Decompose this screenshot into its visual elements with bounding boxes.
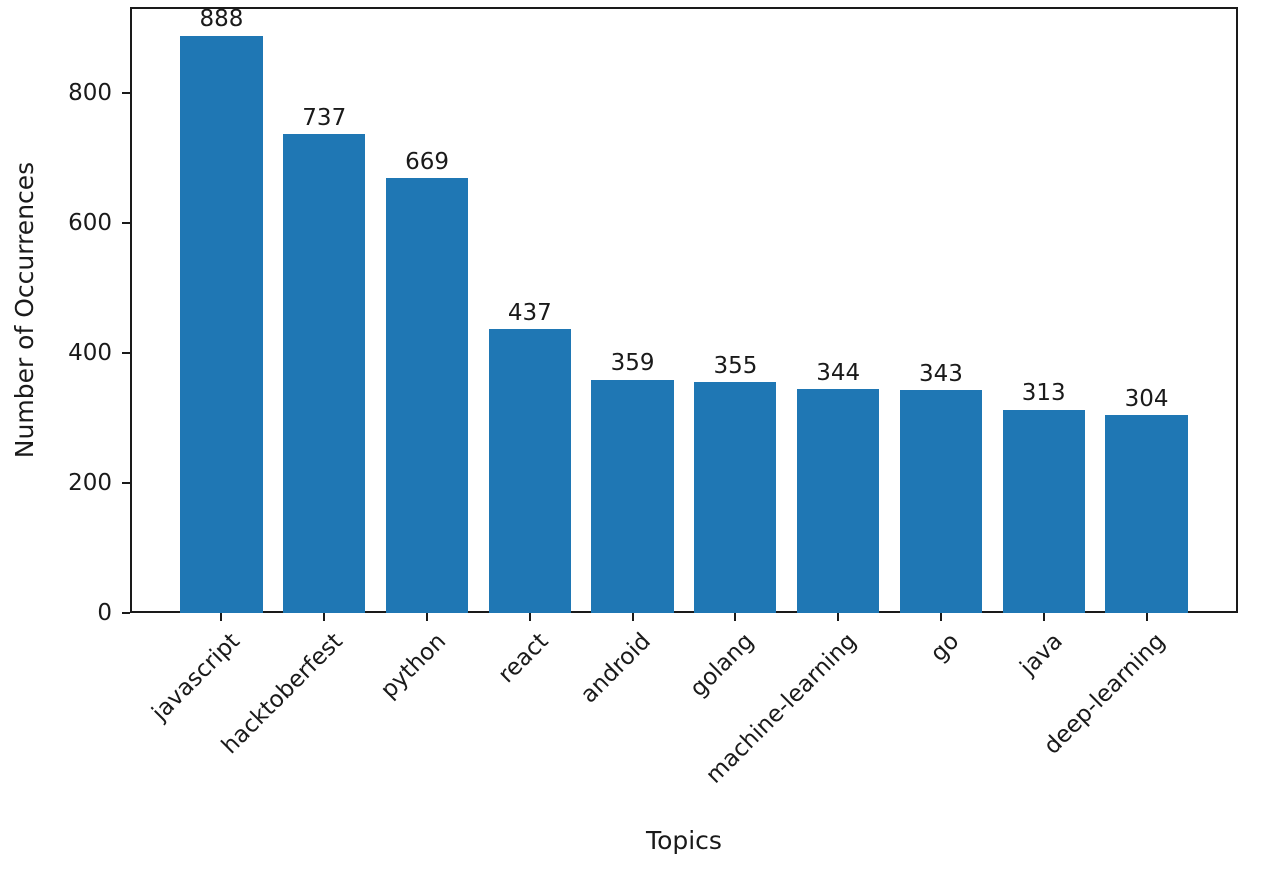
bar-value-label-machine-learning: 344 [816,360,861,386]
bar-value-label-golang: 355 [713,352,758,379]
bar-java [1002,409,1085,613]
y-tick-label-400: 400 [68,340,112,367]
bar-value-label-javascript: 888 [199,6,244,33]
bars-layer: 888 737 669 437 359 355 344 343 313 304 [130,6,1238,613]
bar-value-label-hacktoberfest: 737 [302,104,347,131]
x-tick-label-python: python [375,628,451,704]
y-tick-mark-200 [122,482,130,484]
x-tick-label-react: react [493,628,554,689]
y-tick-mark-0 [122,612,130,614]
y-tick-label-800: 800 [68,80,112,107]
x-tick-mark-javascript [220,613,223,621]
bar-javascript [180,35,263,613]
x-tick-label-android: android [576,628,657,709]
y-tick-label-200: 200 [68,470,112,496]
x-tick-mark-machine-learning [837,613,840,621]
bar-value-label-java: 313 [1021,380,1066,407]
y-tick-mark-800 [122,92,130,95]
x-tick-mark-python [426,613,429,621]
x-tick-label-go: go [925,628,965,667]
y-tick-label-0: 0 [97,600,112,626]
x-tick-mark-golang [734,613,737,621]
bar-hacktoberfest [283,134,366,613]
bar-machine-learning [797,389,880,613]
y-tick-mark-400 [122,352,130,355]
bar-golang [694,382,777,613]
bar-deep-learning [1105,415,1188,613]
bar-value-label-python: 669 [405,148,449,175]
bar-android [591,379,674,613]
x-tick-mark-react [528,613,531,621]
x-tick-label-javascript: javascript [147,628,246,727]
bar-value-label-go: 343 [919,360,963,387]
x-tick-mark-java [1042,613,1045,621]
x-tick-mark-go [939,613,942,621]
x-tick-label-java: java [1014,628,1068,681]
bar-value-label-react: 437 [507,299,552,326]
bar-python [385,178,469,613]
x-axis-label: Topics [646,826,722,855]
bar-react [488,328,571,613]
x-tick-mark-deep-learning [1145,613,1148,621]
y-tick-label-600: 600 [68,210,112,237]
x-tick-mark-hacktoberfest [323,613,326,621]
bar-go [899,390,983,613]
x-tick-label-golang: golang [685,628,760,703]
bar-value-label-android: 359 [610,350,655,377]
bar-value-label-deep-learning: 304 [1124,385,1169,412]
x-tick-mark-android [631,613,634,621]
y-axis-label: Number of Occurrences [10,161,39,459]
y-tick-mark-600 [122,222,130,225]
